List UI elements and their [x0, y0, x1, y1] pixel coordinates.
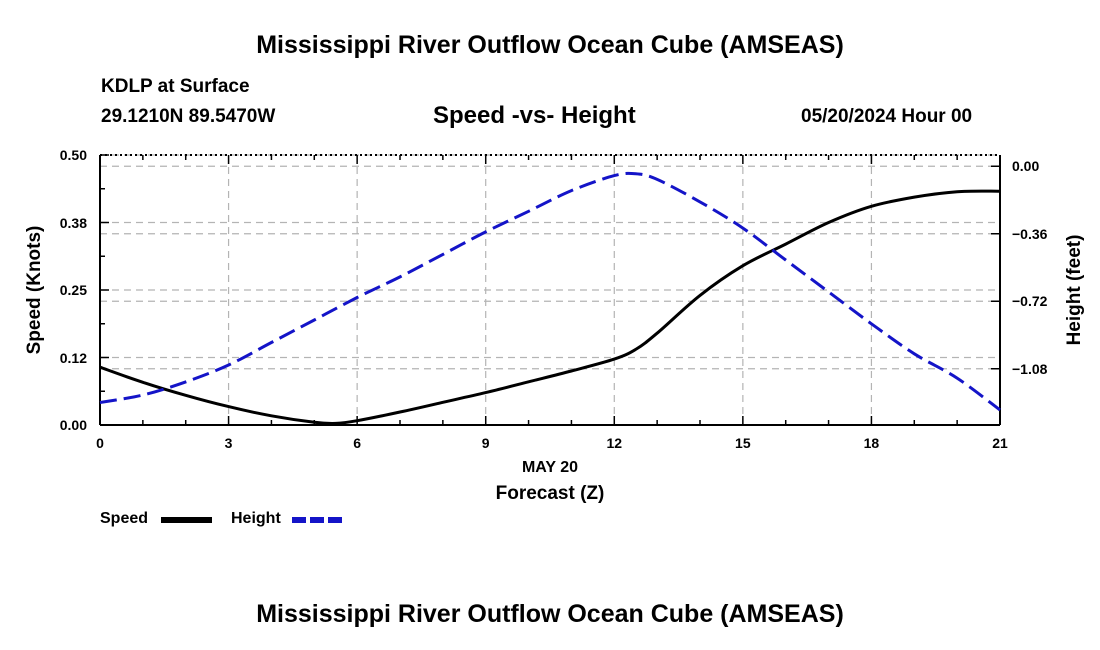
x-axis-date-label: MAY 20: [521, 459, 579, 476]
x-tick-label-5: 15: [735, 435, 751, 451]
y-left-tick-label-4: 0.50: [59, 147, 87, 163]
legend-speed-label: Speed: [100, 510, 149, 527]
plot-frame: [99, 154, 1001, 426]
forecast-datetime: 05/20/2024 Hour 00: [801, 106, 973, 127]
x-axis-label: Forecast (Z): [495, 483, 605, 504]
x-tick-label-4: 12: [606, 435, 623, 451]
y-right-axis-label: Height (feet): [1064, 234, 1085, 346]
y-right-tick-label-0: 0.00: [1012, 158, 1040, 175]
chart-title: Mississippi River Outflow Ocean Cube (AM…: [256, 31, 844, 59]
station-coordinates: 29.1210N 89.5470W: [101, 106, 276, 127]
x-tick-label-0: 0: [96, 435, 104, 451]
chart-subtitle: Speed -vs- Height: [433, 102, 636, 129]
series-line-height: [99, 171, 1001, 412]
y-left-tick-label-3: 0.38: [59, 214, 87, 231]
x-tick-label-7: 21: [992, 435, 1008, 451]
y-right-tick-label-1: −0.36: [1012, 225, 1048, 242]
legend-height-label: Height: [231, 510, 281, 527]
station-label: KDLP at Surface: [101, 76, 250, 97]
x-tick-label-1: 3: [224, 435, 233, 451]
footer-title: Mississippi River Outflow Ocean Cube (AM…: [256, 600, 844, 628]
y-left-tick-label-1: 0.12: [59, 349, 87, 366]
grid-lines: [100, 154, 1000, 425]
y-left-tick-label-0: 0.00: [59, 417, 87, 433]
y-left-axis-label: Speed (Knots): [24, 225, 45, 355]
y-right-tick-label-2: −0.72: [1012, 293, 1048, 310]
x-tick-label-3: 9: [481, 435, 490, 451]
y-left-tick-label-2: 0.25: [59, 282, 87, 298]
series-lines: [99, 171, 1001, 425]
x-tick-label-6: 18: [863, 435, 880, 451]
x-tick-label-2: 6: [353, 435, 362, 451]
series-line-speed: [99, 189, 1001, 425]
y-right-tick-label-3: −1.08: [1012, 360, 1048, 377]
axis-ticks: [99, 154, 1001, 426]
